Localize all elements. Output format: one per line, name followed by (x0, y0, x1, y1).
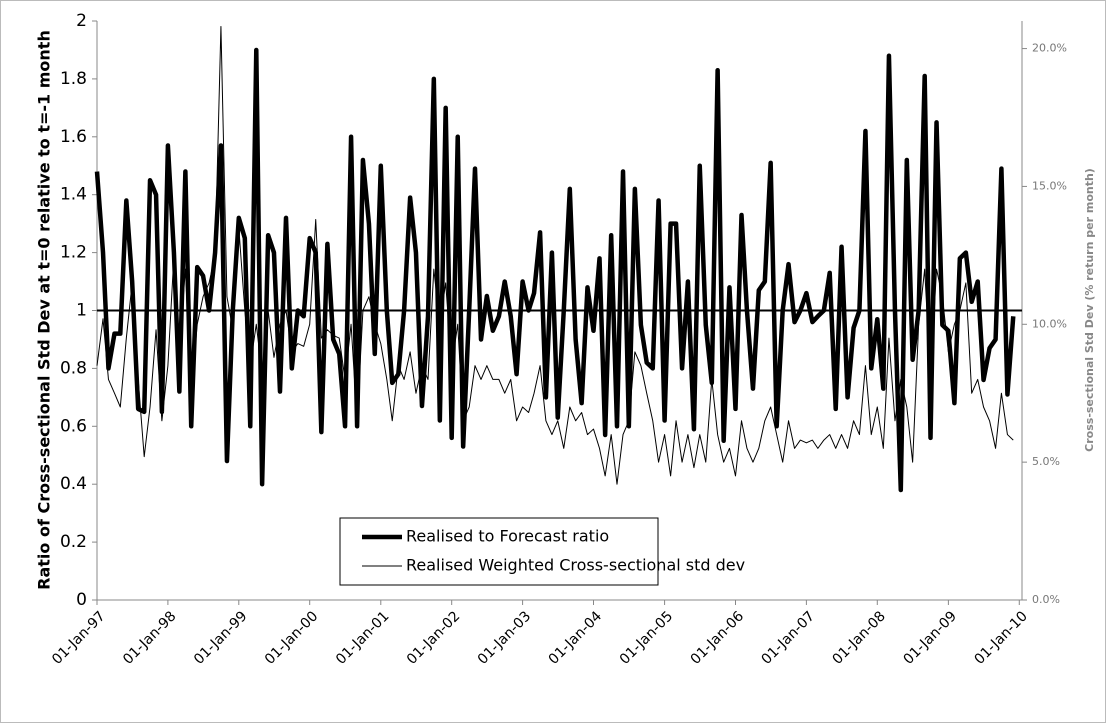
y-tick-label: 1 (76, 301, 87, 321)
y-tick-label: 1.4 (60, 185, 87, 205)
y2-axis-title: Cross-sectional Std Dev (% return per mo… (1083, 168, 1096, 452)
y-tick-label: 0.4 (60, 474, 87, 494)
legend-box (339, 517, 659, 586)
y-tick-label: 1.8 (60, 69, 87, 89)
y-tick-label: 2 (76, 11, 87, 31)
legend-label: Realised Weighted Cross-sectional std de… (406, 556, 745, 575)
y2-tick-label: 5.0% (1032, 455, 1060, 468)
y-tick-label: 0.8 (60, 358, 87, 378)
y-tick-label: 0.2 (60, 532, 87, 552)
y-tick-label: 0.6 (60, 416, 87, 436)
y-tick-label: 0 (76, 590, 87, 610)
y-axis-title: Ratio of Cross-sectional Std Dev at t=0 … (35, 30, 54, 590)
y-tick-label: 1.6 (60, 127, 87, 147)
y2-tick-label: 20.0% (1032, 42, 1067, 55)
y2-tick-label: 15.0% (1032, 179, 1067, 192)
y2-tick-label: 10.0% (1032, 317, 1067, 330)
legend-label: Realised to Forecast ratio (406, 527, 609, 546)
y-tick-label: 1.2 (60, 243, 87, 263)
y2-tick-label: 0.0% (1032, 593, 1060, 606)
series-line (94, 47, 1016, 493)
